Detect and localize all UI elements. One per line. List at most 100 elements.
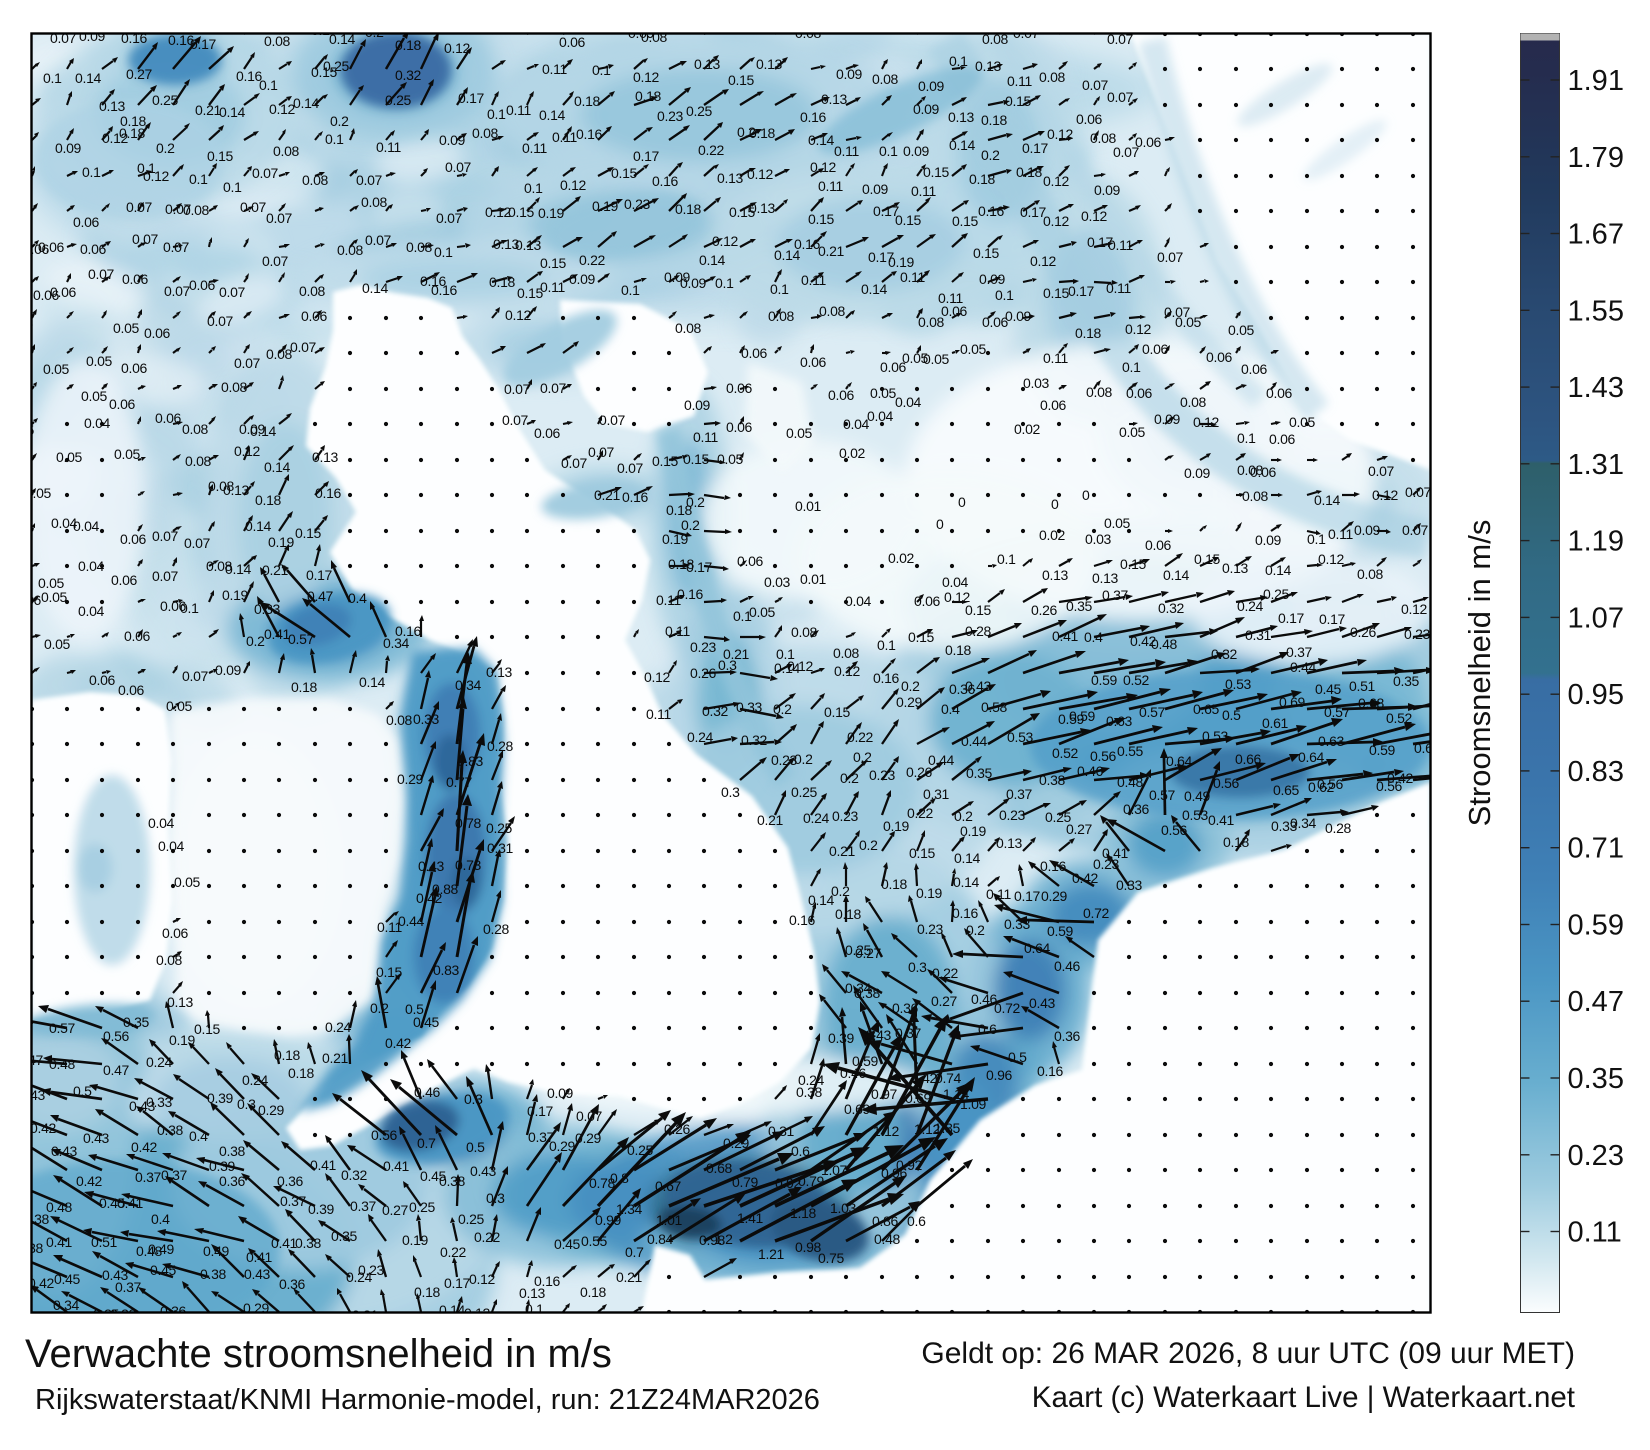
svg-text:0.95: 0.95 — [1568, 679, 1624, 711]
svg-text:0.08: 0.08 — [361, 194, 388, 210]
svg-text:0.29: 0.29 — [723, 1135, 750, 1151]
svg-text:0.1: 0.1 — [82, 164, 101, 180]
svg-text:0.17: 0.17 — [444, 1275, 471, 1291]
svg-text:0.12: 0.12 — [1030, 253, 1057, 269]
svg-text:0.11: 0.11 — [693, 429, 719, 445]
svg-text:0.08: 0.08 — [1357, 566, 1384, 582]
svg-text:0.11: 0.11 — [522, 140, 548, 156]
svg-text:0.2: 0.2 — [859, 837, 878, 853]
svg-text:0.64: 0.64 — [1024, 940, 1051, 956]
svg-text:0.48: 0.48 — [1117, 774, 1144, 790]
svg-text:0.15: 0.15 — [683, 451, 710, 467]
svg-text:0.42: 0.42 — [385, 1035, 412, 1051]
svg-text:0.57: 0.57 — [1149, 787, 1176, 803]
svg-text:0.06: 0.06 — [1135, 134, 1162, 150]
svg-text:0.59: 0.59 — [1047, 923, 1074, 939]
svg-text:0.79: 0.79 — [732, 1174, 759, 1190]
svg-text:0.05: 0.05 — [81, 388, 108, 404]
svg-text:0.43: 0.43 — [83, 1130, 110, 1146]
svg-text:0.12: 0.12 — [1318, 551, 1345, 567]
svg-text:0.65: 0.65 — [1193, 701, 1220, 717]
svg-text:0.28: 0.28 — [483, 921, 510, 937]
svg-text:0.09: 0.09 — [979, 271, 1006, 287]
svg-text:0.08: 0.08 — [768, 308, 795, 324]
svg-text:0.84: 0.84 — [647, 1231, 674, 1247]
svg-text:0.35: 0.35 — [1066, 598, 1093, 614]
svg-text:0.07: 0.07 — [436, 210, 463, 226]
svg-text:0.14: 0.14 — [1163, 567, 1190, 583]
svg-text:0.16: 0.16 — [1037, 1063, 1064, 1079]
svg-text:0.59: 0.59 — [1069, 708, 1096, 724]
svg-text:0.32: 0.32 — [341, 1167, 368, 1183]
svg-text:0.3: 0.3 — [718, 657, 737, 673]
svg-text:0.07: 0.07 — [219, 284, 246, 300]
svg-text:0.21: 0.21 — [818, 243, 845, 259]
svg-text:0.22: 0.22 — [698, 142, 725, 158]
svg-text:0.13: 0.13 — [167, 994, 194, 1010]
svg-text:0.42: 0.42 — [28, 1275, 55, 1291]
svg-text:0.35: 0.35 — [123, 1014, 150, 1030]
svg-text:0.14: 0.14 — [250, 423, 277, 439]
svg-text:0.11: 0.11 — [506, 102, 532, 118]
svg-text:0.49: 0.49 — [1184, 788, 1211, 804]
svg-text:0.5: 0.5 — [73, 1083, 92, 1099]
svg-text:0.45: 0.45 — [420, 1168, 447, 1184]
svg-text:0.29: 0.29 — [397, 771, 424, 787]
svg-text:0.23: 0.23 — [690, 639, 717, 655]
svg-text:0.48: 0.48 — [1151, 636, 1178, 652]
svg-text:0.06: 0.06 — [828, 387, 855, 403]
svg-text:0.22: 0.22 — [579, 252, 606, 268]
svg-text:0.09: 0.09 — [664, 269, 691, 285]
svg-text:0.11: 0.11 — [542, 61, 568, 77]
svg-text:0.09: 0.09 — [239, 421, 266, 437]
svg-text:0.14: 0.14 — [264, 459, 291, 475]
svg-text:0.2: 0.2 — [901, 678, 920, 694]
svg-text:0.12: 0.12 — [644, 669, 671, 685]
svg-text:0.43: 0.43 — [19, 1087, 46, 1103]
svg-text:0.05: 0.05 — [8, 422, 35, 438]
svg-text:0.04: 0.04 — [84, 415, 111, 431]
svg-text:0.92: 0.92 — [896, 1157, 923, 1173]
svg-text:0.05: 0.05 — [923, 351, 950, 367]
svg-text:0.17: 0.17 — [633, 148, 660, 164]
svg-text:0.18: 0.18 — [414, 1284, 441, 1300]
svg-text:0.25: 0.25 — [1263, 586, 1290, 602]
svg-text:0.08: 0.08 — [1180, 394, 1207, 410]
svg-text:0.29: 0.29 — [258, 1102, 285, 1118]
svg-text:0.07: 0.07 — [1405, 484, 1432, 500]
svg-text:0.08: 0.08 — [299, 283, 326, 299]
svg-text:0.07: 0.07 — [1402, 522, 1429, 538]
svg-text:0.57: 0.57 — [1324, 704, 1351, 720]
svg-text:0.3: 0.3 — [464, 1091, 483, 1107]
svg-text:0.2: 0.2 — [794, 751, 813, 767]
svg-text:0.35: 0.35 — [966, 765, 993, 781]
svg-text:0.3: 0.3 — [908, 959, 927, 975]
svg-text:0.56: 0.56 — [1213, 775, 1240, 791]
svg-text:0.11: 0.11 — [377, 919, 403, 935]
svg-text:0.15: 0.15 — [895, 212, 922, 228]
svg-text:0.1: 0.1 — [621, 282, 640, 298]
svg-text:0.13: 0.13 — [486, 664, 513, 680]
svg-text:0.08: 0.08 — [183, 202, 210, 218]
svg-text:0.09: 0.09 — [55, 140, 82, 156]
svg-text:0.06: 0.06 — [301, 308, 328, 324]
svg-text:0.28: 0.28 — [965, 623, 992, 639]
svg-text:0.2: 0.2 — [365, 24, 384, 40]
svg-text:0.73: 0.73 — [455, 857, 482, 873]
svg-text:0.07: 0.07 — [365, 232, 392, 248]
svg-text:0.09: 0.09 — [547, 1085, 574, 1101]
svg-text:0.08: 0.08 — [386, 712, 413, 728]
svg-text:0.96: 0.96 — [881, 1165, 908, 1181]
svg-text:0.4: 0.4 — [1084, 629, 1103, 645]
svg-text:0.14: 0.14 — [1265, 562, 1292, 578]
svg-text:0.12: 0.12 — [1193, 414, 1220, 430]
svg-text:0.14: 0.14 — [225, 561, 252, 577]
svg-text:0.32: 0.32 — [741, 732, 768, 748]
svg-text:0.16: 0.16 — [978, 203, 1005, 219]
svg-text:0.15: 0.15 — [1043, 285, 1070, 301]
svg-text:0.07: 0.07 — [262, 253, 289, 269]
svg-text:0.11: 0.11 — [986, 886, 1012, 902]
svg-text:0.09: 0.09 — [1154, 411, 1181, 427]
svg-text:0.13: 0.13 — [519, 1285, 546, 1301]
svg-text:0.32: 0.32 — [1158, 600, 1185, 616]
